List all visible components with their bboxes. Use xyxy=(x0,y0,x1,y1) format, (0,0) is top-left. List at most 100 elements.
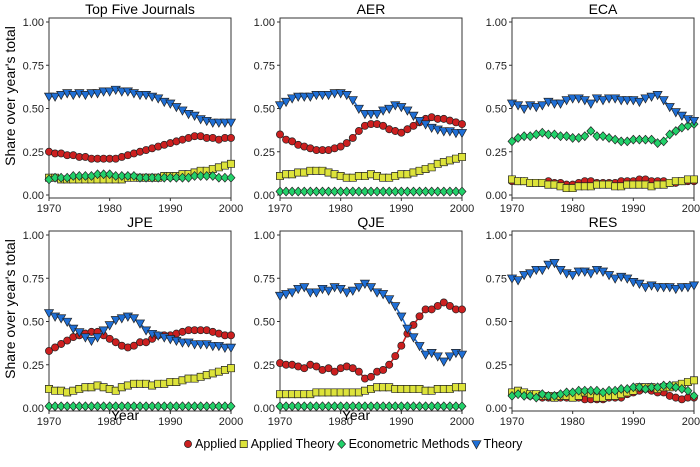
data-point xyxy=(280,97,292,108)
y-tick-label: 1.00 xyxy=(254,17,275,29)
series-econometric-methods xyxy=(44,169,236,185)
data-point xyxy=(299,283,310,293)
data-point xyxy=(105,401,115,412)
y-tick-label: 1.00 xyxy=(23,230,44,242)
data-point xyxy=(104,87,115,97)
data-point xyxy=(616,136,626,147)
x-tick-label: 1970 xyxy=(268,203,292,215)
data-point xyxy=(317,186,327,197)
data-point xyxy=(195,340,206,350)
data-point xyxy=(311,186,321,197)
data-point xyxy=(227,331,235,340)
series-econometric-methods xyxy=(275,401,467,412)
data-point xyxy=(190,374,199,383)
data-point xyxy=(299,186,309,197)
data-point xyxy=(690,175,698,184)
data-point xyxy=(366,401,376,412)
y-tick-label: 0.50 xyxy=(23,104,44,116)
data-point xyxy=(396,186,406,197)
legend-label: Applied xyxy=(195,437,237,451)
data-point xyxy=(390,186,400,197)
panel-eca: ECA 0.00 0.25 0.50 0.75 1.00 1970 1980 1990 2000 xyxy=(486,1,700,215)
data-point xyxy=(456,129,468,139)
data-point xyxy=(421,186,431,197)
y-tick-label: 1.00 xyxy=(486,230,507,242)
data-point xyxy=(99,169,109,180)
data-point xyxy=(677,384,687,394)
data-point xyxy=(336,401,346,412)
data-point xyxy=(171,401,181,412)
x-tick-label: 2000 xyxy=(450,416,474,428)
y-axis-title-bottom: Share over year's total xyxy=(2,239,18,379)
series-econometric-methods xyxy=(44,401,236,412)
data-point xyxy=(365,283,377,293)
series-applied-theory xyxy=(45,364,235,397)
data-point xyxy=(330,367,339,376)
data-point xyxy=(451,186,461,197)
data-point xyxy=(190,171,200,181)
data-point xyxy=(586,182,595,191)
data-point xyxy=(196,171,206,181)
data-point xyxy=(597,96,609,106)
data-point xyxy=(543,129,553,140)
panel-jpe: JPE 0.00 0.25 0.50 0.75 1.00 1970 1980 1990 2000 xyxy=(23,214,244,428)
data-point xyxy=(288,137,297,146)
data-point xyxy=(365,110,377,120)
data-point xyxy=(444,352,455,362)
panel-title: Top Five Journals xyxy=(85,1,195,17)
data-point xyxy=(556,131,566,142)
data-point xyxy=(634,97,645,108)
data-point xyxy=(513,389,523,400)
x-tick-label: 1990 xyxy=(621,203,645,215)
data-point xyxy=(384,401,394,412)
data-point xyxy=(665,178,674,187)
y-tick-label: 0.75 xyxy=(254,60,275,72)
data-point xyxy=(537,389,547,400)
y-axis-title-top: Share over year's total xyxy=(2,26,18,166)
data-point xyxy=(189,340,200,350)
data-point xyxy=(456,350,468,360)
data-point xyxy=(323,91,334,101)
data-point xyxy=(354,186,364,197)
data-point xyxy=(196,372,205,381)
data-point xyxy=(390,401,400,412)
data-point xyxy=(610,134,620,145)
legend-label: Applied Theory xyxy=(251,437,336,451)
data-point xyxy=(202,371,211,380)
y-tick-label: 0.00 xyxy=(23,403,44,415)
data-point xyxy=(280,290,292,300)
data-point xyxy=(300,168,309,177)
data-point xyxy=(348,186,358,197)
data-point xyxy=(658,283,669,293)
data-point xyxy=(62,317,73,328)
data-point xyxy=(525,269,536,279)
data-point xyxy=(177,338,188,348)
data-point xyxy=(519,390,529,401)
data-point xyxy=(403,170,412,179)
data-point xyxy=(670,284,681,295)
data-point xyxy=(299,401,309,412)
data-point xyxy=(134,319,146,329)
data-point xyxy=(677,177,686,186)
y-tick-label: 0.00 xyxy=(254,403,275,415)
data-point xyxy=(141,401,151,412)
data-point xyxy=(178,376,187,385)
data-point xyxy=(519,271,530,281)
data-point xyxy=(227,159,235,168)
data-point xyxy=(63,336,72,345)
series-econometric-methods xyxy=(275,186,467,197)
data-point xyxy=(519,131,529,142)
data-point xyxy=(604,132,614,143)
y-tick-label: 0.50 xyxy=(254,317,275,329)
panel-title: ECA xyxy=(589,1,618,17)
x-tick-label: 1990 xyxy=(158,416,182,428)
x-tick-label: 2000 xyxy=(219,416,243,428)
y-tick-label: 0.00 xyxy=(23,190,44,202)
data-point xyxy=(439,158,448,167)
data-point xyxy=(165,401,175,412)
series-applied xyxy=(276,113,466,154)
data-point xyxy=(75,385,84,393)
x-tick-label: 2000 xyxy=(682,203,700,215)
data-point xyxy=(646,92,657,102)
x-tick-label: 1990 xyxy=(389,203,413,215)
